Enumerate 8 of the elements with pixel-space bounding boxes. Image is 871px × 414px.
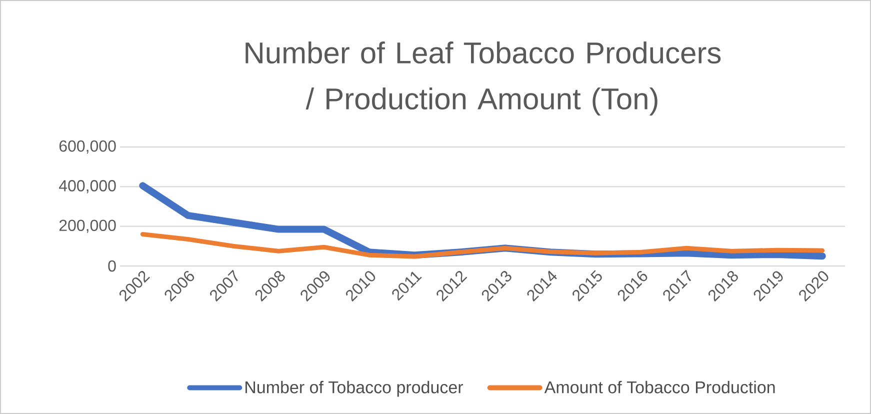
chart-title: Number of Leaf Tobacco Producers / Production Amount (Ton) [246, 42, 721, 116]
y-tick-label: 400,000 [59, 180, 116, 194]
y-tick-label: 200,000 [59, 220, 116, 233]
line-series [140, 232, 825, 259]
legend-label: Amount of Tobacco Production [544, 380, 775, 394]
legend-label: Number of Tobacco producer [246, 380, 464, 397]
y-tick-label: 600,000 [59, 140, 116, 154]
y-tick-label: 0 [108, 260, 116, 272]
